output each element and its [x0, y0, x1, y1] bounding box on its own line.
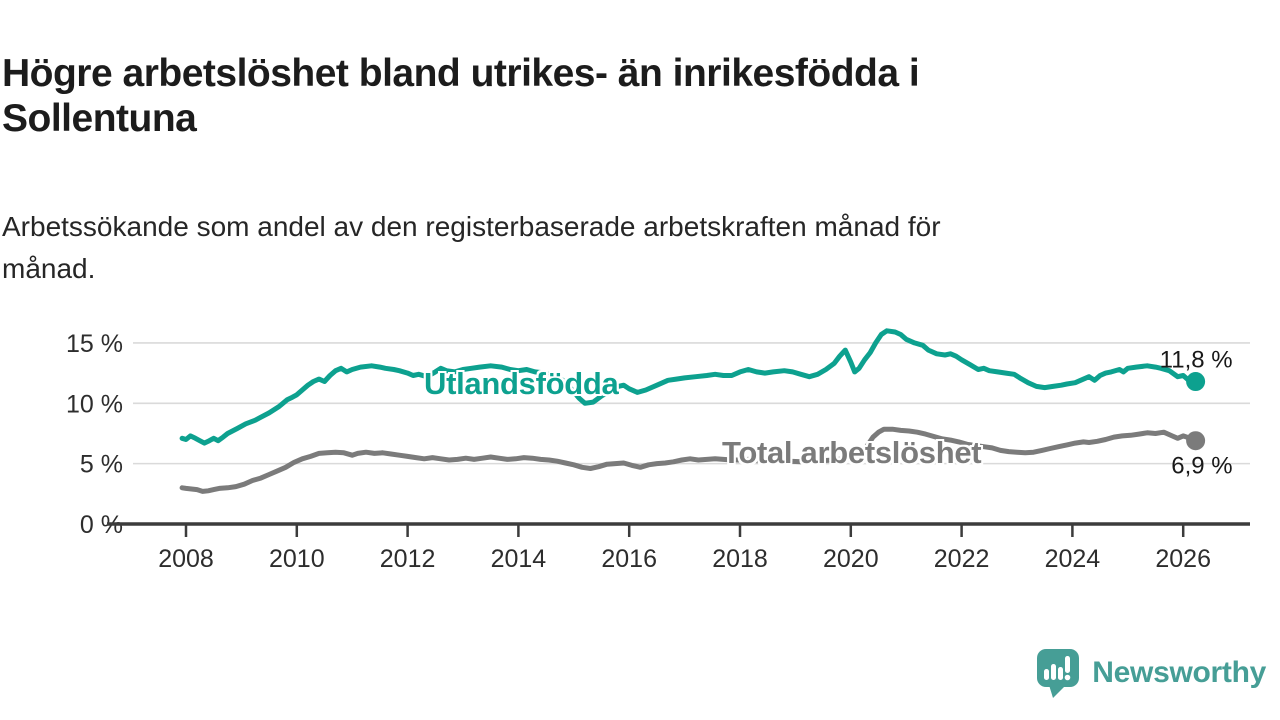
x-axis-tick-label: 2022	[934, 545, 990, 573]
series-label-utlandsfodda: Utlandsfödda	[424, 366, 619, 401]
x-axis-tick-label: 2018	[712, 545, 768, 573]
series-end-value-total: 6,9 %	[1171, 453, 1232, 480]
line-chart: 0 % 5 % 10 % 15 % 2008 2010 2012 2014 2016 2018 20…	[0, 295, 1280, 600]
x-axis-tick-label: 2010	[269, 545, 325, 573]
x-axis-tick-label: 2008	[158, 545, 214, 573]
page-title: Högre arbetslöshet bland utrikes- än inr…	[2, 52, 920, 140]
newsworthy-wordmark: Newsworthy	[1092, 656, 1266, 689]
series-end-dot-total	[1186, 431, 1206, 451]
series-label-total-arbetsloshet: Total arbetslöshet	[722, 435, 982, 470]
newsworthy-bubble-icon	[1037, 649, 1080, 698]
y-axis-tick-label: 10 %	[66, 390, 123, 418]
x-axis-tick-label: 2016	[601, 545, 657, 573]
y-axis-tick-label: 5 %	[80, 451, 123, 479]
x-axis-tick-label: 2020	[823, 545, 879, 573]
y-axis-tick-label: 15 %	[66, 330, 123, 358]
series-line-total	[179, 426, 1196, 494]
x-axis-tick-label: 2024	[1045, 545, 1101, 573]
x-axis-tick-label: 2026	[1155, 545, 1211, 573]
x-axis-tick-label: 2014	[491, 545, 547, 573]
chart-canvas: 0 %5 %10 %15 %2008 2010 2012 2014 2016 2018 20…	[66, 328, 1250, 573]
page-subtitle: Arbetssökande som andel av den registerb…	[2, 211, 941, 284]
series-line-utlandsfodda	[179, 328, 1196, 446]
x-axis-tick-label: 2012	[380, 545, 436, 573]
newsworthy-logo: Newsworthy	[1036, 648, 1266, 698]
series-end-value-utlandsfodda: 11,8 %	[1160, 347, 1233, 374]
series-end-dot-utlandsfodda	[1186, 372, 1206, 392]
